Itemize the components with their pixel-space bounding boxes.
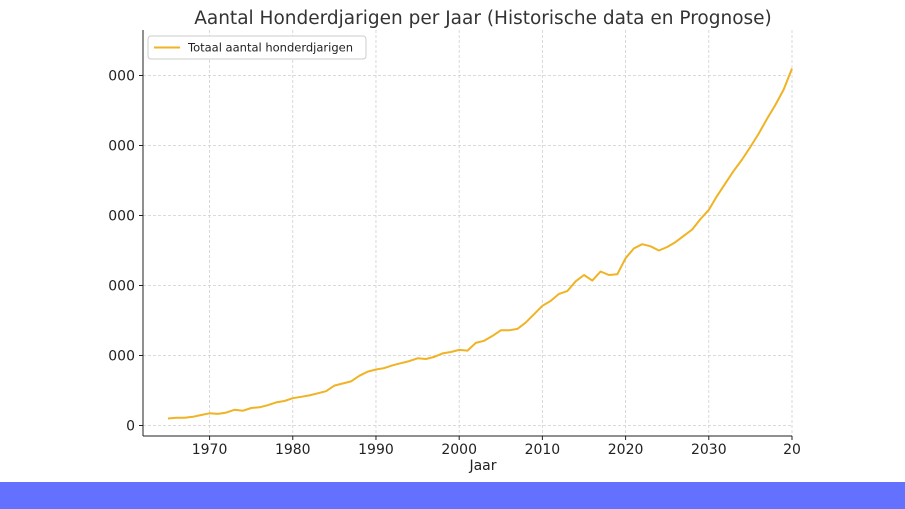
- y-tick-label: 0: [126, 419, 135, 435]
- x-tick-label: 20: [783, 442, 801, 458]
- x-ticks: 1970 1980 1990 2000 2010 2020 2030 20: [192, 436, 801, 458]
- x-axis-label: Jaar: [468, 458, 496, 474]
- x-tick-label: 2000: [441, 442, 477, 458]
- series-line: [167, 68, 793, 420]
- x-tick-label: 1990: [358, 442, 394, 458]
- x-tick-label: 1970: [192, 442, 228, 458]
- chart-title: Aantal Honderdjarigen per Jaar (Historis…: [194, 8, 772, 29]
- line-chart: 1970 1980 1990 2000 2010 2020 2030 20 000000000…: [108, 8, 801, 474]
- axes: [142, 30, 792, 437]
- x-tick-label: 1980: [275, 442, 311, 458]
- footer-bar: [0, 482, 905, 509]
- y-tick-label: 000: [108, 349, 135, 365]
- x-tick-label: 2030: [691, 442, 727, 458]
- series: [167, 68, 793, 420]
- y-tick-label: 000: [108, 279, 135, 295]
- legend: Totaal aantal honderdjarigen: [147, 35, 367, 60]
- y-tick-label: 000: [108, 139, 135, 155]
- grid: [143, 30, 793, 436]
- x-tick-label: 2010: [525, 442, 561, 458]
- y-tick-label: 000: [108, 209, 135, 225]
- x-tick-label: 2020: [608, 442, 644, 458]
- y-tick-label: 000: [108, 69, 135, 85]
- legend-box: [147, 35, 367, 60]
- legend-label: Totaal aantal honderdjarigen: [187, 41, 353, 55]
